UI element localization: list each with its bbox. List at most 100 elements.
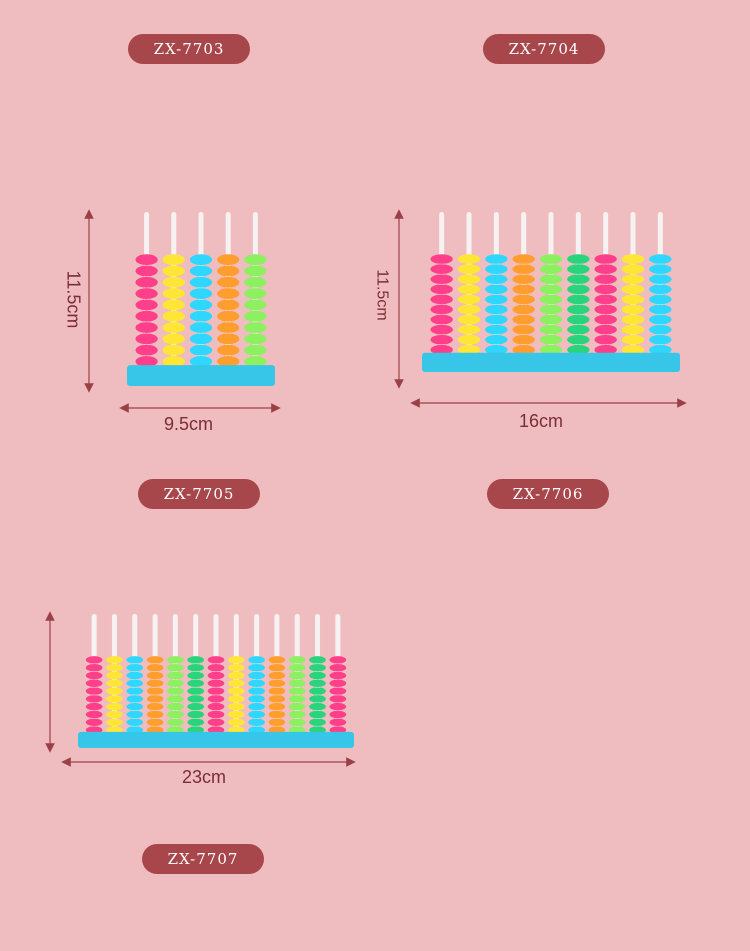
abacus-bead [621,274,645,285]
abacus-bead [146,656,164,664]
abacus-bead [244,288,267,300]
abacus-bead [189,288,213,300]
abacus-bead [126,663,144,672]
abacus-bead [106,663,123,672]
abacus-bead [567,344,590,355]
model-code: ZX-7707 [167,850,239,868]
abacus-bead [189,333,213,345]
abacus-bead [457,294,481,305]
model-code: ZX-7703 [153,40,225,58]
abacus-bead [268,702,286,711]
abacus-bead [162,288,185,300]
abacus-bead [329,671,347,680]
abacus-bead [649,324,672,335]
abacus-bead [268,679,286,688]
abacus-bead [649,274,672,285]
abacus-bead [539,334,563,345]
abacus-bead [248,671,265,680]
abacus-bead [135,344,158,356]
abacus-bead [621,344,645,355]
abacus-bead [126,695,144,703]
abacus-bead [512,324,535,335]
abacus-bead [512,304,535,315]
abacus-bead [244,299,267,311]
abacus-base [78,731,354,748]
height-label: 11.5cm [63,270,84,329]
abacus-bead [244,265,267,277]
abacus-bead [649,264,672,274]
abacus-bead [594,264,617,274]
abacus-bead [207,671,225,680]
abacus-bead [457,344,481,355]
abacus-bead [485,314,508,325]
abacus-bead [187,702,205,711]
abacus-bead [187,656,205,664]
abacus-bead [227,695,245,703]
abacus-bead [106,687,123,695]
abacus-bead [485,334,508,345]
abacus-bead [187,695,205,703]
abacus-bead [146,710,164,719]
abacus-bead [189,322,213,333]
abacus-bead [594,274,617,285]
abacus-bead [567,284,590,295]
abacus-bead [135,310,158,322]
abacus-bead [167,687,184,695]
abacus-bead [207,687,225,695]
abacus-bead [539,344,563,355]
abacus-bead [649,294,672,305]
abacus-bead [539,324,563,335]
abacus-bead [135,276,158,288]
abacus-bead [167,702,184,711]
abacus-bead [126,726,144,734]
abacus-bead [430,324,453,335]
abacus-bead [567,324,590,335]
abacus-bead [227,663,245,672]
abacus-bead [594,324,617,335]
abacus-bead [85,663,103,672]
abacus-bead [85,679,103,688]
abacus-bead [244,333,267,345]
abacus-bead [135,254,158,266]
abacus-bead [288,695,306,703]
abacus-bead [621,294,645,305]
abacus-bead [217,322,240,333]
abacus-bead [485,304,508,315]
abacus-base [127,365,275,386]
abacus-bead [457,274,481,285]
abacus-bead [106,710,123,719]
abacus-bead [248,687,265,695]
abacus-bead [288,671,306,680]
abacus-bead [329,687,347,695]
abacus-bead [539,284,563,295]
abacus-bead [187,718,205,726]
abacus-bead [162,299,185,311]
abacus-bead [539,304,563,315]
abacus-bead [217,310,240,322]
abacus-bead [187,687,205,695]
abacus-bead [227,687,245,695]
abacus-bead [167,695,184,703]
abacus-bead [485,324,508,335]
abacus-bead [430,334,453,345]
abacus-bead [146,695,164,703]
abacus-bead [567,294,590,305]
abacus-bead [512,284,535,295]
abacus-bead [227,726,245,734]
abacus-bead [430,274,453,285]
abacus-bead [162,254,185,266]
abacus-bead [167,663,184,672]
abacus-bead [207,710,225,719]
abacus-bead [621,304,645,315]
abacus-bead [106,702,123,711]
abacus-bead [227,679,245,688]
abacus-bead [126,702,144,711]
abacus-bead [594,314,617,325]
abacus-bead [621,334,645,345]
height-label: 11.5cm [373,269,391,321]
abacus-bead [309,687,326,695]
abacus-bead [430,284,453,295]
abacus-bead [649,314,672,325]
abacus-bead [567,314,590,325]
abacus-bead [189,356,213,367]
